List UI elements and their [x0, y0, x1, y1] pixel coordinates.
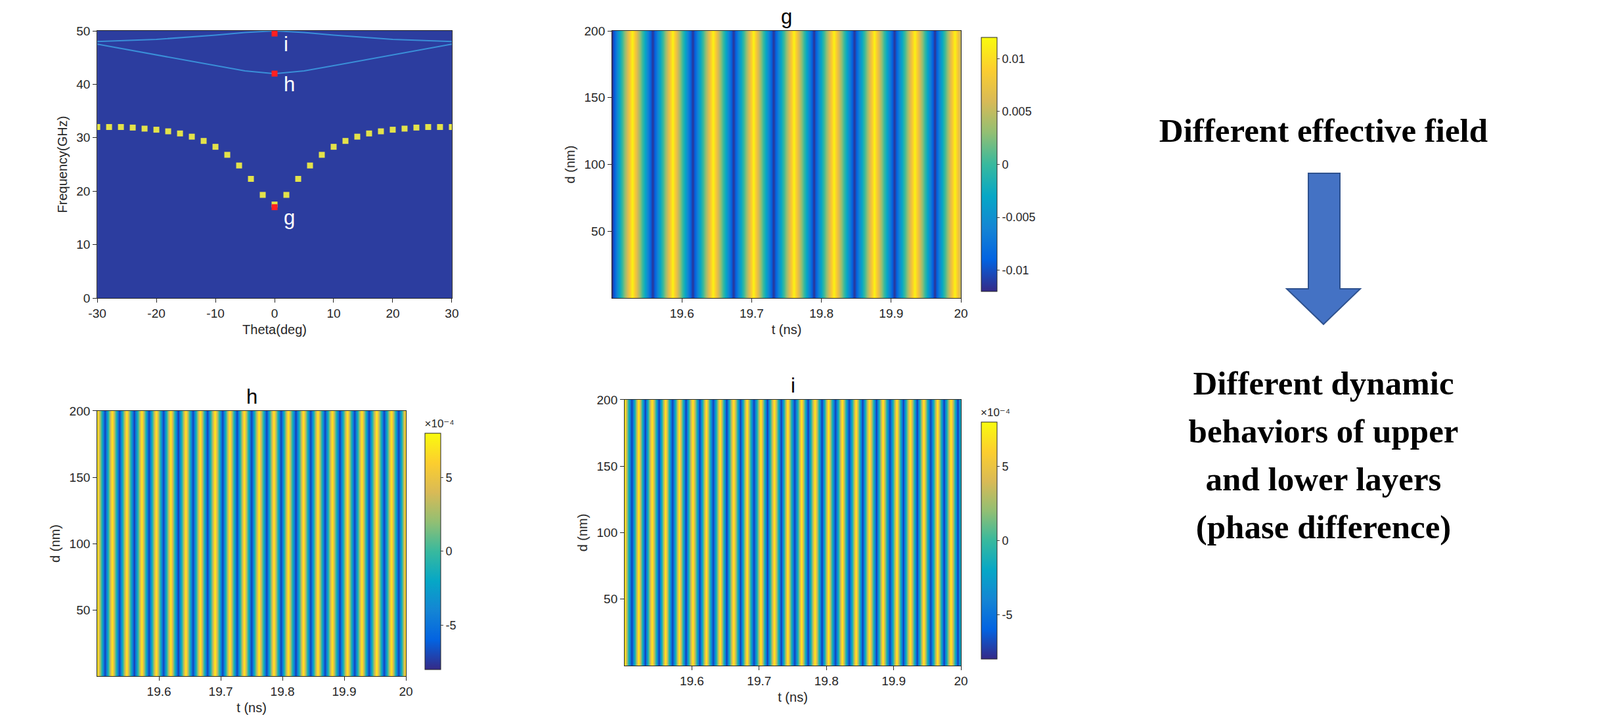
svg-text:40: 40 [76, 77, 90, 92]
svg-text:t (ns): t (ns) [777, 690, 808, 705]
html-text:(phase difference): (phase difference) [1195, 509, 1452, 546]
svg-text:19.7: 19.7 [746, 674, 772, 689]
svg-text:50: 50 [603, 592, 618, 607]
svg-text:h: h [283, 72, 295, 96]
svg-text:19.8: 19.8 [270, 685, 295, 699]
svg-text:19.7: 19.7 [739, 306, 764, 321]
svg-text:20: 20 [76, 184, 90, 199]
svg-text:19.6: 19.6 [147, 685, 172, 699]
svg-text:g: g [283, 206, 295, 230]
svg-text:100: 100 [597, 526, 619, 540]
svg-text:19.9: 19.9 [881, 674, 906, 689]
svg-text:19.9: 19.9 [332, 685, 357, 699]
svg-text:200: 200 [597, 393, 619, 408]
svg-text:-0.01: -0.01 [1002, 264, 1030, 278]
svg-text:30: 30 [76, 130, 90, 145]
svg-text:×10⁻⁴: ×10⁻⁴ [980, 406, 1011, 420]
svg-text:t (ns): t (ns) [771, 322, 802, 337]
svg-text:-20: -20 [147, 306, 165, 321]
svg-text:19.9: 19.9 [878, 306, 904, 321]
svg-text:-10: -10 [206, 306, 224, 321]
svg-text:d (nm): d (nm) [562, 145, 578, 184]
svg-text:0.01: 0.01 [1002, 52, 1026, 66]
svg-text:19.7: 19.7 [208, 685, 234, 699]
svg-text:50: 50 [76, 24, 90, 39]
svg-text:20: 20 [953, 306, 968, 321]
svg-text:19.6: 19.6 [679, 674, 705, 689]
html-text:behaviors of upper: behaviors of upper [1188, 413, 1459, 450]
svg-text:200: 200 [69, 404, 91, 419]
svg-text:-30: -30 [88, 306, 106, 321]
svg-text:0: 0 [445, 545, 453, 559]
svg-text:h: h [246, 385, 258, 409]
svg-text:200: 200 [584, 24, 606, 39]
svg-text:5: 5 [445, 471, 453, 485]
svg-text:t (ns): t (ns) [236, 700, 267, 716]
svg-text:×10⁻⁴: ×10⁻⁴ [424, 417, 455, 431]
svg-text:19.8: 19.8 [814, 674, 839, 689]
html-text:and lower layers: and lower layers [1205, 461, 1442, 498]
svg-text:10: 10 [326, 306, 341, 321]
svg-text:-5: -5 [445, 619, 457, 633]
svg-text:100: 100 [69, 537, 91, 552]
svg-text:i: i [790, 374, 796, 398]
svg-text:d (nm): d (nm) [575, 514, 590, 553]
svg-text:150: 150 [69, 470, 91, 485]
svg-text:20: 20 [953, 674, 968, 689]
svg-text:50: 50 [591, 224, 605, 239]
svg-text:100: 100 [584, 157, 606, 172]
svg-text:19.8: 19.8 [809, 306, 834, 321]
svg-text:20: 20 [398, 685, 413, 699]
svg-text:0.005: 0.005 [1002, 105, 1032, 119]
html-text:Different dynamic: Different dynamic [1193, 365, 1454, 402]
svg-text:0: 0 [83, 291, 91, 306]
svg-text:20: 20 [385, 306, 400, 321]
svg-text:150: 150 [597, 459, 619, 474]
svg-text:i: i [283, 32, 289, 56]
svg-text:d (nm): d (nm) [47, 524, 63, 563]
svg-text:19.6: 19.6 [669, 306, 695, 321]
svg-text:0: 0 [1002, 158, 1009, 172]
html-text:Different effective field: Different effective field [1159, 112, 1488, 150]
svg-text:50: 50 [76, 603, 90, 618]
svg-text:Frequency(GHz): Frequency(GHz) [55, 116, 70, 214]
svg-text:30: 30 [444, 306, 459, 321]
svg-text:g: g [780, 5, 793, 29]
svg-text:0: 0 [1002, 534, 1009, 548]
svg-text:Theta(deg): Theta(deg) [242, 322, 307, 337]
svg-text:150: 150 [584, 90, 606, 105]
svg-text:-5: -5 [1002, 608, 1013, 623]
svg-text:5: 5 [1002, 460, 1009, 474]
svg-text:-0.005: -0.005 [1002, 210, 1036, 224]
svg-text:0: 0 [271, 306, 279, 321]
svg-text:10: 10 [76, 237, 90, 252]
